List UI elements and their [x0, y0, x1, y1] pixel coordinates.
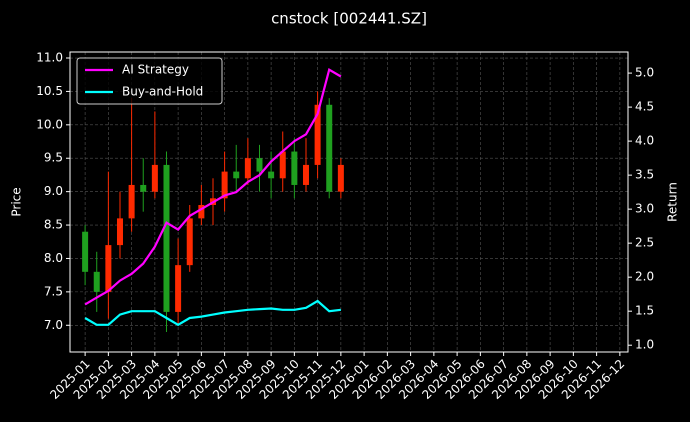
y2-axis-label: Return — [666, 182, 680, 222]
legend-label: Buy-and-Hold — [122, 85, 203, 99]
candle-body — [93, 271, 100, 292]
candle-body — [291, 151, 298, 185]
candle-body — [221, 171, 228, 199]
y2-tick-label: 4.0 — [635, 134, 654, 148]
legend-label: AI Strategy — [122, 63, 189, 77]
y-tick-label: 11.0 — [36, 51, 63, 65]
candle-body — [128, 184, 135, 219]
candle-body — [151, 164, 158, 192]
candle-body — [326, 104, 333, 192]
chart-title: cnstock [002441.SZ] — [271, 10, 427, 28]
y2-tick-label: 3.5 — [635, 168, 654, 182]
y-axis-label: Price — [10, 187, 24, 216]
series-line — [84, 299, 342, 327]
candle-body — [314, 104, 321, 165]
y2-tick-label: 2.0 — [635, 270, 654, 284]
y-tick-label: 10.0 — [36, 117, 63, 131]
y2-tick-label: 2.5 — [635, 236, 654, 250]
candle-body — [116, 218, 123, 246]
y2-tick-label: 3.0 — [635, 202, 654, 216]
candle-body — [279, 151, 286, 179]
y-tick-label: 7.0 — [44, 318, 63, 332]
candle-body — [244, 158, 251, 179]
y2-tick-label: 1.0 — [635, 338, 654, 352]
y-tick-label: 8.0 — [44, 251, 63, 265]
y-tick-label: 9.5 — [44, 151, 63, 165]
y2-tick-label: 4.5 — [635, 100, 654, 114]
candle-body — [256, 158, 263, 172]
candle-body — [175, 265, 182, 312]
candle-body — [302, 164, 309, 185]
y-tick-label: 7.5 — [44, 284, 63, 298]
y-tick-label: 9.0 — [44, 184, 63, 198]
series-line — [84, 68, 342, 306]
candle-body — [140, 184, 147, 192]
candle-body — [268, 171, 275, 179]
candle-body — [163, 164, 170, 312]
y-tick-label: 8.5 — [44, 218, 63, 232]
legend-box — [76, 57, 223, 105]
plot-frame — [69, 51, 629, 353]
candle-body — [233, 171, 240, 179]
candle-body — [82, 231, 89, 272]
candle-body — [105, 245, 112, 292]
y-tick-label: 10.5 — [36, 84, 63, 98]
y2-tick-label: 1.5 — [635, 304, 654, 318]
candle-body — [198, 205, 205, 219]
y2-tick-label: 5.0 — [635, 66, 654, 80]
candle-body — [337, 164, 344, 192]
candle-body — [186, 218, 193, 266]
